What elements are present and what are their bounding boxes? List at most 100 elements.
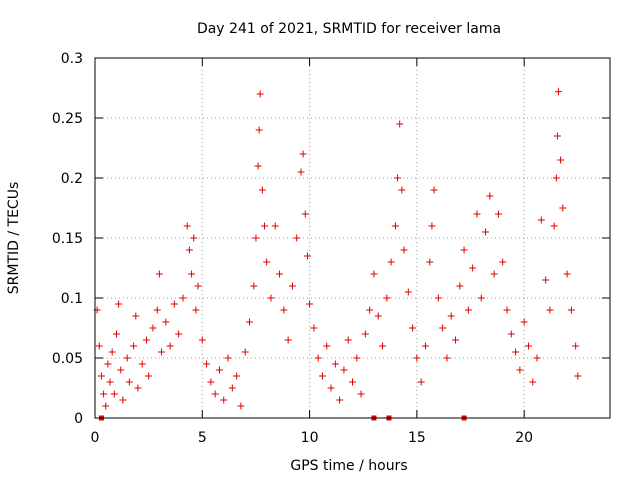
data-point: [426, 258, 434, 266]
y-tick-label: 0.2: [61, 171, 83, 187]
data-point: [104, 360, 112, 368]
data-point: [340, 366, 348, 374]
data-point: [258, 186, 266, 194]
data-point: [95, 342, 103, 350]
data-point: [158, 348, 166, 356]
data-point: [106, 378, 114, 386]
y-tick-label: 0.15: [52, 231, 83, 247]
data-point: [267, 294, 275, 302]
data-point: [153, 306, 161, 314]
data-point: [288, 282, 296, 290]
data-point: [194, 282, 202, 290]
data-point: [473, 210, 481, 218]
data-point: [574, 372, 582, 380]
data-point: [310, 324, 318, 332]
data-point: [323, 342, 331, 350]
data-point: [557, 156, 565, 164]
data-point: [155, 270, 163, 278]
data-point: [170, 300, 178, 308]
data-point: [220, 396, 228, 404]
data-point: [132, 312, 140, 320]
data-point: [255, 126, 263, 134]
data-point: [434, 294, 442, 302]
data-point: [430, 186, 438, 194]
data-point: [428, 222, 436, 230]
data-point: [499, 258, 507, 266]
data-point: [349, 378, 356, 386]
data-point: [134, 384, 142, 392]
data-point: [469, 264, 477, 272]
data-point: [546, 306, 554, 314]
data-point: [452, 336, 459, 344]
data-point: [394, 174, 402, 182]
x-tick-label: 0: [91, 430, 100, 446]
data-point: [572, 342, 580, 350]
data-point: [306, 300, 314, 308]
data-point: [537, 216, 545, 224]
data-point: [263, 258, 271, 266]
data-point: [233, 372, 241, 380]
data-point: [303, 252, 311, 260]
data-point: [293, 234, 301, 242]
data-point: [396, 120, 404, 128]
x-axis-label: GPS time / hours: [290, 458, 407, 474]
data-point: [188, 270, 196, 278]
x-tick-label: 15: [408, 430, 426, 446]
data-point: [241, 348, 249, 356]
plot-frame: [94, 57, 611, 419]
axis-ticks: 0 0.05 0.1 0.15 0.2 0.25 0.3 0 5 10 15 20: [52, 51, 610, 446]
data-point: [145, 372, 153, 380]
data-point: [327, 384, 335, 392]
data-point: [331, 360, 339, 368]
y-axis-label: SRMTID / TECUs: [6, 182, 22, 295]
x-tick-label: 20: [515, 430, 533, 446]
data-point: [254, 162, 262, 170]
data-point: [503, 306, 511, 314]
data-point: [314, 354, 322, 362]
data-point: [256, 90, 264, 98]
data-point: [97, 372, 105, 380]
data-point: [318, 372, 326, 380]
chart-title: Day 241 of 2021, SRMTID for receiver lam…: [197, 21, 501, 37]
x-tick-label: 5: [198, 430, 207, 446]
data-point: [447, 312, 455, 320]
data-point: [524, 342, 532, 350]
data-point: [486, 192, 494, 200]
data-point: [400, 246, 408, 254]
data-point: [552, 174, 560, 182]
data-point: [119, 396, 127, 404]
data-point: [179, 294, 187, 302]
y-tick-label: 0.25: [52, 111, 83, 127]
data-point: [297, 168, 305, 176]
data-point: [507, 330, 515, 338]
data-point: [149, 324, 157, 332]
data-point: [115, 300, 123, 308]
data-point: [417, 378, 425, 386]
data-point: [464, 306, 472, 314]
data-point: [443, 354, 451, 362]
data-point: [138, 360, 146, 368]
data-point: [237, 402, 245, 410]
data-point: [280, 306, 288, 314]
data-point: [398, 186, 406, 194]
data-point: [357, 390, 365, 398]
data-point: [533, 354, 541, 362]
data-point: [198, 336, 206, 344]
data-point: [490, 270, 498, 278]
data-point: [439, 324, 447, 332]
data-point: [542, 276, 550, 284]
y-tick-label: 0.1: [61, 291, 83, 307]
data-point: [250, 282, 258, 290]
data-point: [494, 210, 502, 218]
data-point: [567, 306, 575, 314]
data-point: [563, 270, 571, 278]
data-point: [301, 210, 309, 218]
data-point: [185, 246, 193, 254]
data-point: [211, 390, 219, 398]
data-point: [207, 378, 215, 386]
data-point: [246, 318, 253, 326]
data-point: [203, 360, 211, 368]
data-point: [374, 312, 382, 320]
data-point: [456, 282, 464, 290]
